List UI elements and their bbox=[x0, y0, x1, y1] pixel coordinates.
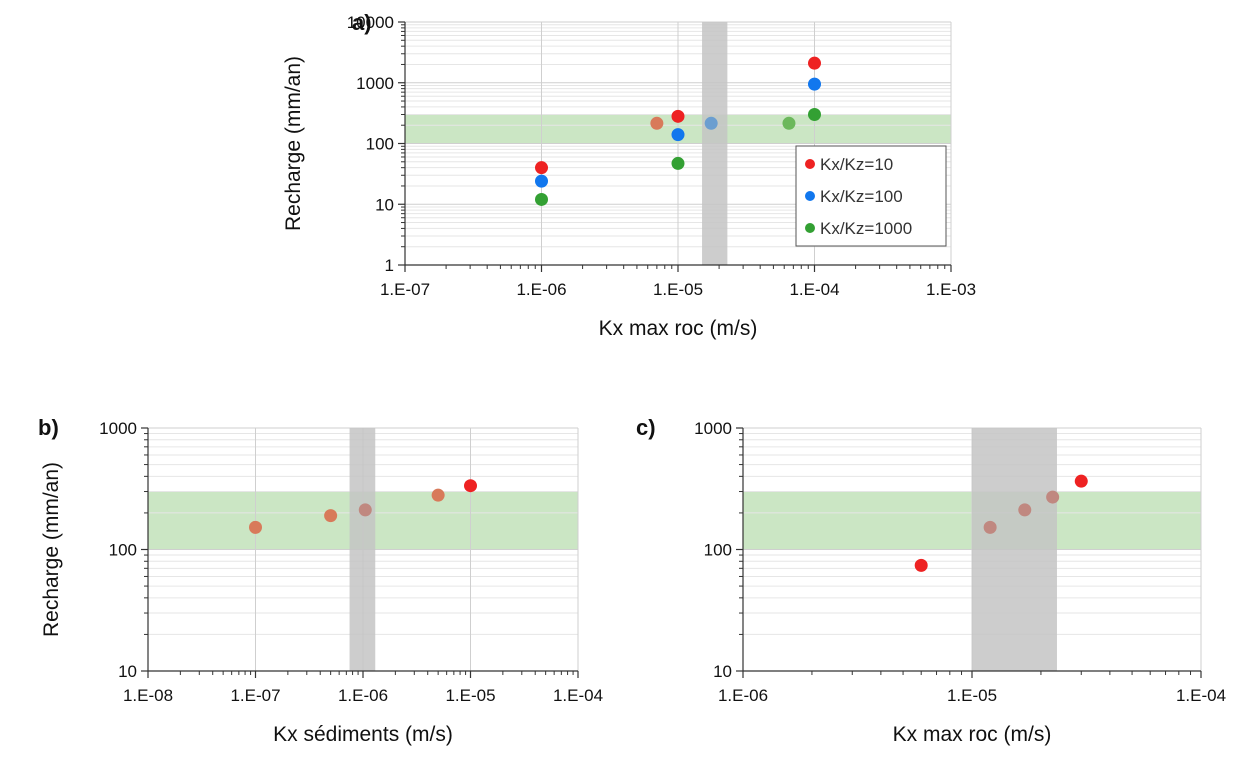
x-axis-title: Kx sédiments (m/s) bbox=[273, 723, 453, 746]
x-tick-label: 1.E-05 bbox=[445, 686, 495, 705]
calibrated-k-band bbox=[972, 428, 1057, 671]
legend-label: Kx/Kz=100 bbox=[820, 187, 903, 206]
x-axis-title: Kx max roc (m/s) bbox=[599, 317, 758, 340]
data-point bbox=[1018, 503, 1032, 517]
legend-marker bbox=[805, 223, 815, 233]
x-tick-label: 1.E-08 bbox=[123, 686, 173, 705]
data-point-calibrated bbox=[704, 116, 718, 130]
y-axis-title: Recharge (mm/an) bbox=[282, 56, 305, 231]
chart-panel-2: 1.E-08 1.E-07 1.E-06 1.E-05 1.E-04 10 100 1000 K… bbox=[38, 415, 603, 746]
legend-label: Kx/Kz=10 bbox=[820, 155, 893, 174]
x-tick-label: 1.E-07 bbox=[230, 686, 280, 705]
data-point bbox=[983, 520, 997, 534]
x-axis-title: Kx max roc (m/s) bbox=[893, 723, 1052, 746]
legend-marker bbox=[805, 159, 815, 169]
y-tick-label: 10000 bbox=[347, 13, 394, 32]
x-tick-label: 1.E-06 bbox=[338, 686, 388, 705]
x-tick-label: 1.E-05 bbox=[947, 686, 997, 705]
data-point-kx-kz-10 bbox=[808, 56, 821, 70]
legend-label: Kx/Kz=1000 bbox=[820, 219, 912, 238]
chart-panel-1: 1.E-07 1.E-06 1.E-05 1.E-04 1.E-03 1 10 100 1000… bbox=[282, 10, 976, 340]
y-tick-label: 10 bbox=[118, 662, 137, 681]
legend: Kx/Kz=10 Kx/Kz=100 Kx/Kz=1000 bbox=[795, 145, 947, 247]
data-point-kx-kz-100 bbox=[808, 77, 821, 91]
x-tick-label: 1.E-07 bbox=[380, 280, 430, 299]
y-tick-label: 1000 bbox=[694, 419, 732, 438]
data-point bbox=[431, 488, 445, 502]
y-tick-label: 1000 bbox=[99, 419, 137, 438]
x-tick-label: 1.E-06 bbox=[516, 280, 566, 299]
data-point bbox=[464, 479, 477, 493]
data-point-kx-kz-1000 bbox=[535, 192, 548, 206]
y-tick-label: 100 bbox=[109, 541, 137, 560]
data-point bbox=[1046, 490, 1060, 504]
panel-letter: a) bbox=[352, 10, 372, 35]
y-tick-label: 100 bbox=[366, 135, 394, 154]
data-point bbox=[324, 509, 338, 523]
data-point bbox=[1074, 474, 1088, 488]
data-point-kx-kz-1000 bbox=[808, 108, 821, 122]
calibrated-k-band bbox=[702, 22, 728, 265]
y-tick-label: 10 bbox=[713, 662, 732, 681]
panel-letter: b) bbox=[38, 415, 59, 440]
data-point bbox=[249, 520, 262, 534]
y-tick-label: 1000 bbox=[356, 74, 394, 93]
legend-box bbox=[795, 145, 947, 247]
data-point bbox=[358, 503, 372, 517]
chart-panel-3: 1.E-06 1.E-05 1.E-04 10 100 1000 Kx max roc (m… bbox=[636, 415, 1226, 746]
data-point-calibrated bbox=[650, 116, 664, 130]
data-point bbox=[914, 558, 928, 572]
x-tick-label: 1.E-03 bbox=[926, 280, 976, 299]
x-tick-label: 1.E-04 bbox=[1176, 686, 1226, 705]
data-point-kx-kz-10 bbox=[671, 109, 685, 123]
x-tick-label: 1.E-05 bbox=[653, 280, 703, 299]
x-tick-label: 1.E-04 bbox=[553, 686, 603, 705]
y-tick-label: 100 bbox=[704, 541, 732, 560]
legend-marker bbox=[805, 191, 815, 201]
y-axis-title: Recharge (mm/an) bbox=[40, 462, 63, 637]
data-point-kx-kz-10 bbox=[535, 161, 548, 175]
x-tick-label: 1.E-04 bbox=[789, 280, 839, 299]
panel-letter: c) bbox=[636, 415, 656, 440]
data-point-kx-kz-100 bbox=[671, 128, 685, 142]
y-tick-label: 10 bbox=[375, 195, 394, 214]
data-point-calibrated bbox=[782, 116, 796, 130]
y-tick-label: 1 bbox=[385, 256, 394, 275]
x-tick-label: 1.E-06 bbox=[718, 686, 768, 705]
calibrated-k-band bbox=[349, 428, 376, 671]
data-point-kx-kz-100 bbox=[535, 174, 548, 188]
data-point-kx-kz-1000 bbox=[671, 156, 685, 170]
